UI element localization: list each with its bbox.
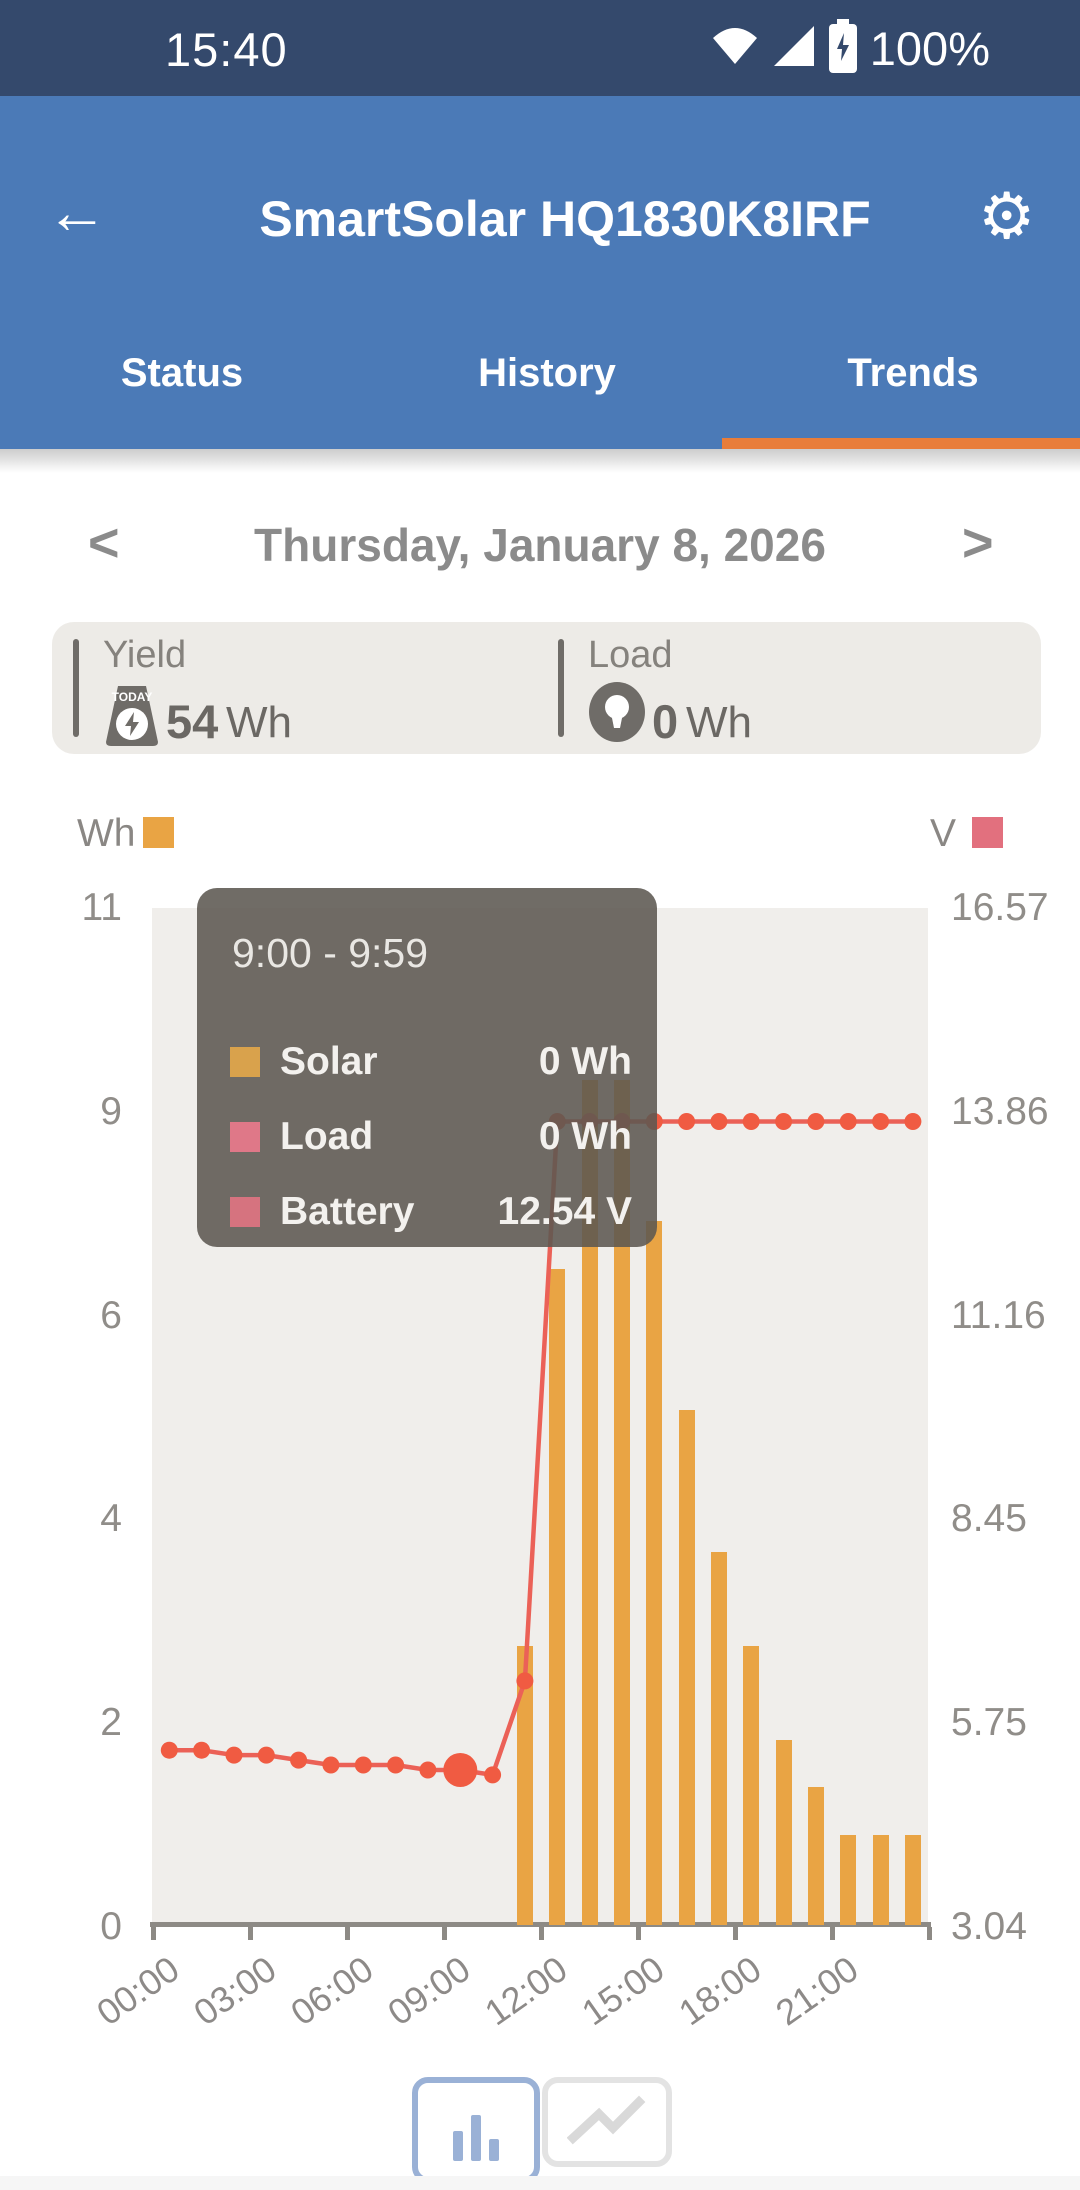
right-axis-tick-label: 11.16	[951, 1293, 1046, 1337]
solar-bar[interactable]	[840, 1834, 857, 1925]
prev-day-button[interactable]: <	[88, 513, 120, 573]
left-axis-tick-label: 2	[100, 1701, 122, 1745]
back-arrow-icon[interactable]: ←	[46, 178, 108, 247]
bottom-inset	[0, 2176, 1080, 2190]
appbar-shadow	[0, 449, 1080, 473]
x-axis-tick	[927, 1927, 932, 1940]
battery-icon	[828, 18, 858, 78]
lightbulb-icon	[588, 682, 646, 747]
solar-bar[interactable]	[872, 1834, 889, 1925]
solar-bar[interactable]	[678, 1410, 695, 1925]
left-axis-tick-label: 6	[100, 1293, 122, 1337]
bar-chart-icon	[453, 2115, 499, 2161]
yield-unit: Wh	[226, 698, 292, 747]
tooltip-load-swatch	[230, 1122, 260, 1152]
right-axis-unit-label: V	[930, 812, 957, 855]
tooltip-solar-swatch	[230, 1047, 260, 1077]
tooltip-solar-label: Solar	[280, 1040, 378, 1083]
solar-legend-swatch	[143, 817, 174, 848]
tooltip-battery-label: Battery	[280, 1190, 415, 1233]
yield-value: 54	[166, 695, 219, 748]
right-axis-tick-label: 13.86	[951, 1089, 1049, 1133]
solar-bar[interactable]	[710, 1551, 727, 1925]
x-axis-tick	[539, 1927, 544, 1940]
yield-divider	[73, 639, 79, 737]
svg-text:TODAY: TODAY	[112, 690, 153, 704]
active-tab-underline	[722, 438, 1080, 449]
next-day-button[interactable]: >	[962, 513, 994, 573]
wifi-icon	[710, 24, 760, 73]
daily-summary-card	[52, 622, 1041, 754]
x-axis-tick	[248, 1927, 253, 1940]
status-bar: 15:40 100%	[0, 0, 1080, 96]
voltage-legend-swatch	[972, 817, 1003, 848]
solar-bar[interactable]	[904, 1834, 921, 1925]
solar-bar[interactable]	[743, 1645, 760, 1925]
tab-trends[interactable]: Trends	[847, 351, 979, 395]
x-axis-tick	[345, 1927, 350, 1940]
load-divider	[558, 639, 564, 737]
date-label: Thursday, January 8, 2026	[254, 519, 826, 571]
gear-icon[interactable]: ⚙	[978, 180, 1036, 252]
x-axis-tick	[151, 1927, 156, 1940]
tab-status[interactable]: Status	[120, 351, 244, 395]
x-axis-tick	[733, 1927, 738, 1940]
left-axis-tick-label: 11	[81, 886, 123, 929]
cell-signal-icon	[772, 24, 816, 73]
tooltip-battery-value: 12.54 V	[497, 1190, 632, 1233]
app-bar	[0, 96, 1080, 449]
right-axis-tick-label: 16.57	[951, 886, 1049, 929]
x-axis-tick	[830, 1927, 835, 1940]
clock: 15:40	[165, 23, 288, 76]
line-chart-toggle-button[interactable]	[542, 2077, 672, 2167]
load-label: Load	[588, 634, 673, 676]
line-chart-icon	[566, 2094, 647, 2151]
x-axis-tick	[636, 1927, 641, 1940]
solar-bar[interactable]	[775, 1740, 792, 1925]
left-axis-tick-label: 0	[100, 1905, 122, 1948]
tooltip-solar-value: 0 Wh	[538, 1040, 632, 1083]
tooltip-load-label: Load	[280, 1115, 374, 1158]
yield-label: Yield	[103, 634, 187, 676]
solar-bar[interactable]	[646, 1221, 663, 1925]
left-axis-tick-label: 9	[100, 1089, 122, 1133]
tooltip-battery-swatch	[230, 1197, 260, 1227]
bar-chart-toggle-button[interactable]	[412, 2077, 540, 2183]
solar-bar[interactable]	[516, 1645, 533, 1925]
x-axis-tick	[442, 1927, 447, 1940]
left-axis-tick-label: 4	[100, 1497, 122, 1541]
load-unit: Wh	[686, 698, 752, 747]
right-axis-tick-label: 3.04	[951, 1905, 1027, 1948]
solar-yield-today-icon: TODAY	[104, 684, 160, 751]
left-axis-unit-label: Wh	[77, 812, 136, 855]
chart-tooltip	[197, 888, 657, 1247]
right-axis-tick-label: 5.75	[951, 1701, 1027, 1745]
load-value: 0	[652, 695, 679, 748]
battery-percent: 100%	[869, 21, 990, 75]
tooltip-load-value: 0 Wh	[538, 1115, 632, 1158]
tab-history[interactable]: History	[478, 351, 616, 395]
x-axis-line	[150, 1922, 931, 1927]
page-title: SmartSolar HQ1830K8IRF	[259, 191, 871, 247]
solar-bar[interactable]	[807, 1787, 824, 1925]
right-axis-tick-label: 8.45	[951, 1497, 1027, 1541]
solar-bar[interactable]	[549, 1268, 566, 1925]
tooltip-time-range: 9:00 - 9:59	[232, 930, 429, 976]
